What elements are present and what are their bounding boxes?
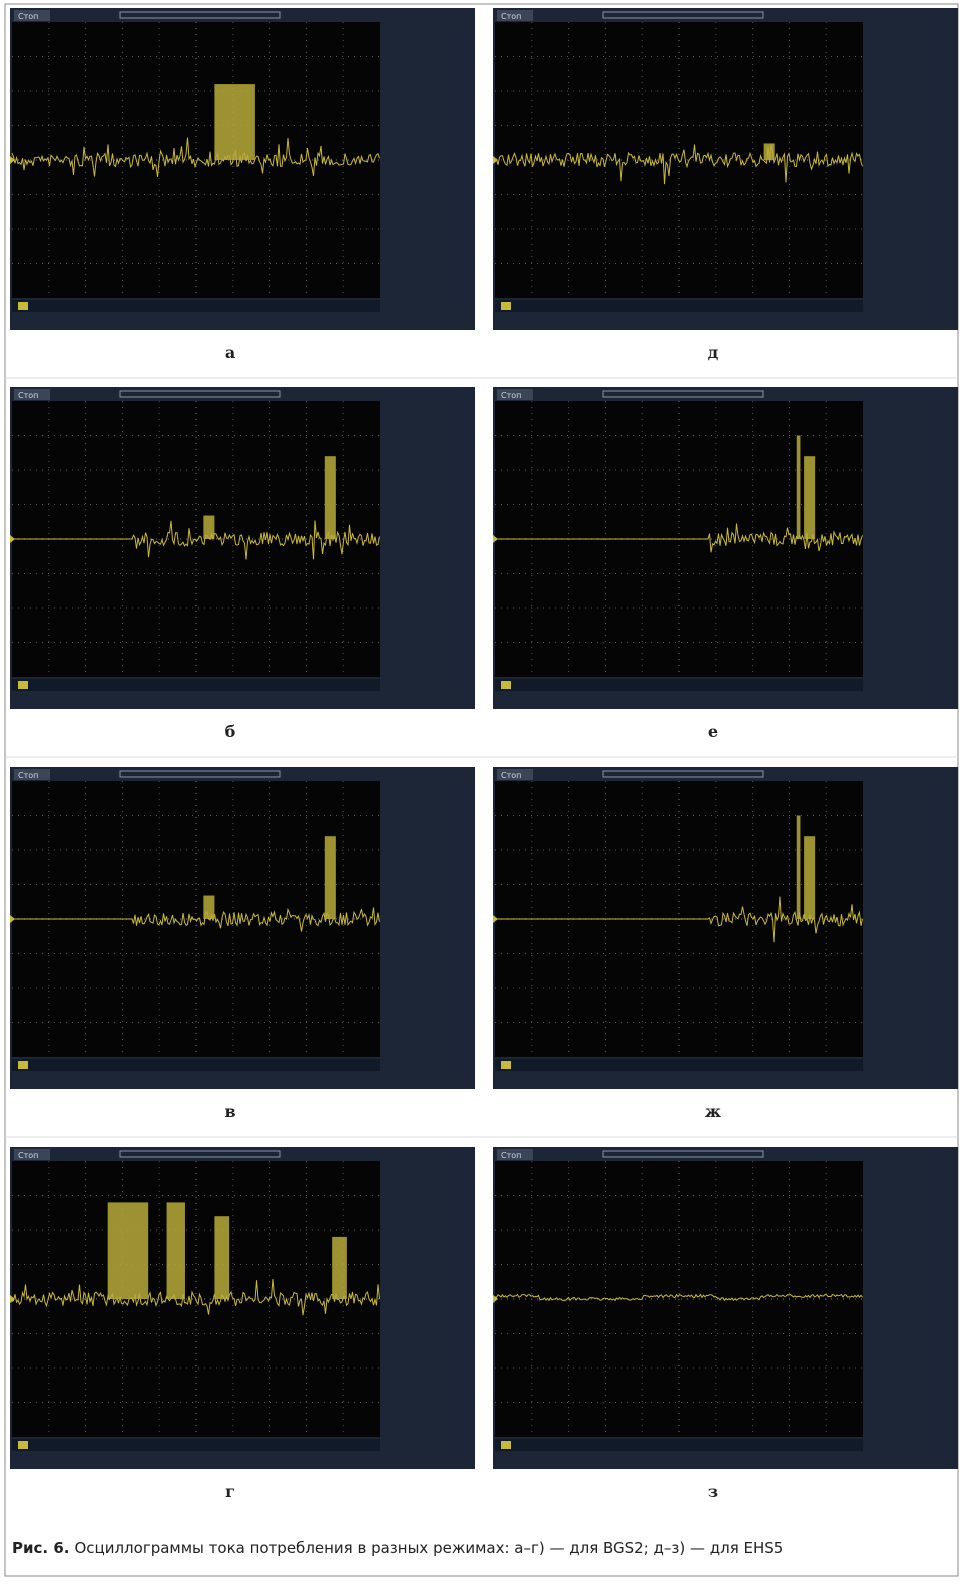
channel-tag bbox=[501, 1441, 511, 1449]
bottom-bar bbox=[495, 1059, 863, 1071]
panel-label: д bbox=[708, 343, 719, 362]
pulse bbox=[325, 456, 336, 539]
channel-tag bbox=[18, 1061, 28, 1069]
status: Стоп bbox=[501, 12, 521, 21]
channel-tag bbox=[18, 681, 28, 689]
oscillogram: Стоп в bbox=[10, 767, 475, 1121]
pulse bbox=[167, 1202, 185, 1299]
panel-label: в bbox=[224, 1102, 235, 1121]
panel-label: а bbox=[225, 343, 235, 362]
pulse bbox=[203, 896, 214, 919]
bottom-bar bbox=[12, 300, 380, 312]
pulse bbox=[797, 436, 801, 540]
status: Стоп bbox=[18, 771, 38, 780]
figure: Рис. 6. Осциллограммы тока потребления в … bbox=[0, 0, 964, 1584]
status: Стоп bbox=[18, 12, 38, 21]
pulse bbox=[108, 1202, 148, 1299]
panel-label: г bbox=[225, 1482, 235, 1501]
channel-tag bbox=[501, 302, 511, 310]
caption-prefix: Рис. 6. bbox=[12, 1539, 69, 1557]
channel-tag bbox=[501, 1061, 511, 1069]
panel-label: ж bbox=[705, 1102, 721, 1121]
panel-label: е bbox=[708, 722, 718, 741]
bottom-bar bbox=[495, 679, 863, 691]
status: Стоп bbox=[501, 391, 521, 400]
panel-label: з bbox=[708, 1482, 718, 1501]
oscillogram: Стоп б bbox=[10, 387, 475, 741]
bottom-bar bbox=[495, 1439, 863, 1451]
oscillogram: Стоп а bbox=[10, 8, 475, 362]
status: Стоп bbox=[18, 1151, 38, 1160]
pulse bbox=[214, 84, 254, 160]
bottom-bar bbox=[495, 300, 863, 312]
oscillogram: Стоп е bbox=[493, 387, 958, 741]
pulse bbox=[214, 1216, 229, 1299]
bottom-bar bbox=[12, 679, 380, 691]
bottom-bar bbox=[12, 1059, 380, 1071]
oscillogram: Стоп д bbox=[493, 8, 958, 362]
status: Стоп bbox=[501, 1151, 521, 1160]
panel-label: б bbox=[225, 722, 236, 741]
pulse bbox=[797, 816, 801, 920]
pulse bbox=[332, 1237, 347, 1299]
status: Стоп bbox=[18, 391, 38, 400]
channel-tag bbox=[501, 681, 511, 689]
pulse bbox=[804, 836, 815, 919]
pulse bbox=[804, 456, 815, 539]
pulse bbox=[325, 836, 336, 919]
pulse bbox=[764, 143, 775, 160]
oscillogram: Стоп г bbox=[10, 1147, 475, 1501]
pulse bbox=[203, 516, 214, 539]
bottom-bar bbox=[12, 1439, 380, 1451]
oscillogram: Стоп ж bbox=[493, 767, 958, 1121]
channel-tag bbox=[18, 1441, 28, 1449]
oscillogram: Стоп з bbox=[493, 1147, 958, 1501]
caption-text: Осциллограммы тока потребления в разных … bbox=[74, 1539, 783, 1557]
caption: Рис. 6. Осциллограммы тока потребления в … bbox=[12, 1539, 783, 1557]
channel-tag bbox=[18, 302, 28, 310]
status: Стоп bbox=[501, 771, 521, 780]
